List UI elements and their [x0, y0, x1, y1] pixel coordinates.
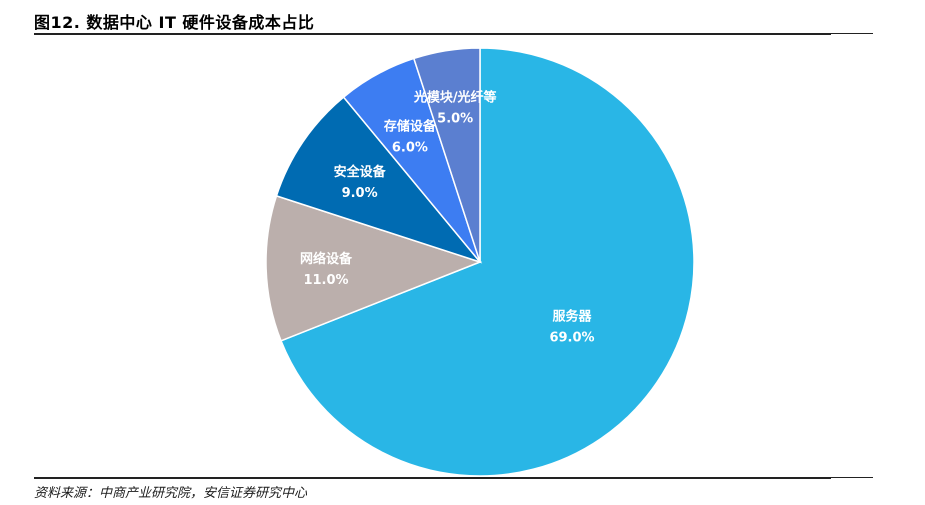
figure-title: 图12. 数据中心 IT 硬件设备成本占比	[34, 13, 315, 32]
slice-value-optical-modules-fiber: 5.0%	[437, 112, 473, 127]
slice-label-security-equipment: 安全设备	[334, 164, 387, 180]
pie-slice-security-equipment	[275, 96, 483, 264]
slice-value-servers: 69.0%	[549, 331, 594, 346]
source-note: 资料来源：中商产业研究院，安信证券研究中心	[34, 486, 308, 501]
pie-slice-servers	[280, 47, 695, 477]
pie-labels: 服务器 69.0% 网络设备 11.0% 安全设备 9.0% 存储设备 6.0% 光模块/光纤等…	[300, 90, 595, 346]
bottom-rule	[34, 477, 831, 479]
slice-label-storage-equipment: 存储设备	[384, 119, 437, 135]
slice-label-optical-modules-fiber: 光模块/光纤等	[413, 90, 497, 106]
bottom-rule-extension	[831, 477, 873, 478]
top-rule	[34, 33, 831, 35]
pie-slice-optical-modules-fiber	[412, 47, 481, 263]
top-rule-extension	[831, 33, 873, 34]
slice-label-network-equipment: 网络设备	[300, 251, 353, 267]
pie-slices	[265, 47, 695, 477]
slice-value-storage-equipment: 6.0%	[392, 141, 428, 156]
slice-value-network-equipment: 11.0%	[303, 273, 348, 288]
pie-slice-network-equipment	[265, 194, 483, 342]
slice-value-security-equipment: 9.0%	[342, 186, 378, 201]
slice-label-servers: 服务器	[552, 309, 592, 325]
